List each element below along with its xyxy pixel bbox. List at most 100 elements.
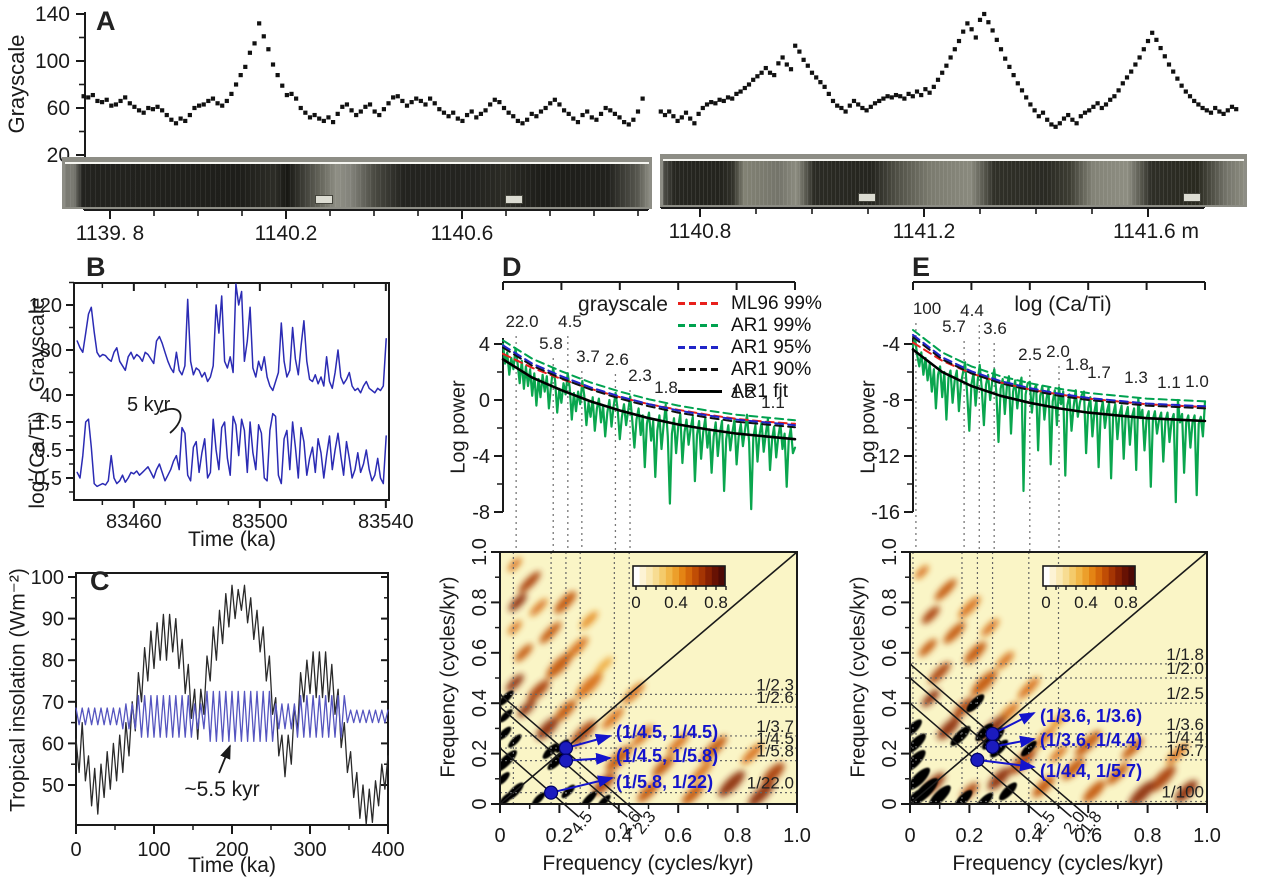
legend-item-label: AR1 99% <box>731 314 812 336</box>
svg-text:1141.6 m: 1141.6 m <box>1113 220 1199 243</box>
legend-solid-line-swatch <box>678 390 722 393</box>
panel-c-letter: C <box>90 566 110 596</box>
panel-d-spectrum-ylabel: Log power <box>447 380 470 474</box>
svg-text:100: 100 <box>913 299 941 318</box>
svg-text:83540: 83540 <box>358 511 414 533</box>
svg-text:1140.6: 1140.6 <box>431 222 494 245</box>
svg-text:80: 80 <box>42 650 64 672</box>
svg-text:0.2: 0.2 <box>469 740 491 768</box>
svg-text:1140.8: 1140.8 <box>669 220 732 243</box>
svg-text:0.2: 0.2 <box>955 825 983 847</box>
svg-text:0.4: 0.4 <box>664 593 688 612</box>
panel-b-ylabel-logcati: log (Ca/Ti) <box>26 411 49 509</box>
svg-text:0: 0 <box>494 825 505 847</box>
svg-text:0.6: 0.6 <box>664 825 692 847</box>
svg-text:(1/3.6, 1/4.4): (1/3.6, 1/4.4) <box>1040 730 1142 750</box>
svg-text:1/5.8: 1/5.8 <box>756 742 794 761</box>
legend-item-label: AR1 fit <box>731 380 789 402</box>
legend-item: AR1 95% <box>678 337 822 358</box>
svg-text:1.0: 1.0 <box>1193 825 1221 847</box>
svg-text:3.6: 3.6 <box>983 319 1007 338</box>
svg-text:4.4: 4.4 <box>960 301 984 320</box>
panel-a-ylabel: Grayscale <box>4 34 29 134</box>
svg-text:1.1: 1.1 <box>1157 373 1181 392</box>
core-photo-section2 <box>660 154 1247 207</box>
chart-spectrum-grayscale: 4 0 -4 -8 4.5 2.62.3 0 0 0.2 0.2 0.4 0.4 0.6 0.6 0.8 0.… <box>469 281 811 847</box>
svg-text:0.8: 0.8 <box>879 588 901 616</box>
core-scale-chip <box>315 195 333 204</box>
legend-item-label: AR1 90% <box>731 358 812 380</box>
svg-text:0: 0 <box>631 593 640 612</box>
svg-text:1/4.5: 1/4.5 <box>756 729 794 748</box>
svg-text:120: 120 <box>29 295 62 317</box>
svg-text:4.5: 4.5 <box>558 312 582 331</box>
svg-text:0.4: 0.4 <box>1015 825 1043 847</box>
panel-e-heatmap-xlabel: Frequency (cycles/kyr) <box>952 852 1164 875</box>
svg-text:5.8: 5.8 <box>539 334 563 353</box>
svg-text:60: 60 <box>42 733 64 755</box>
svg-text:1/22.0: 1/22.0 <box>747 774 794 793</box>
core-scale-chip <box>505 195 523 204</box>
core-photo-face <box>663 159 1244 205</box>
core-lamination-texture <box>65 164 649 207</box>
chart-time-series: 120 80 40 1.5 0.5 -0.5 83460 83500 83540 <box>28 281 414 533</box>
svg-text:4: 4 <box>479 334 490 356</box>
legend-dashed-line-swatch <box>678 368 722 371</box>
panel-d-letter: D <box>502 252 522 282</box>
core-scale-chip <box>858 193 876 202</box>
svg-text:3.7: 3.7 <box>576 347 600 366</box>
svg-text:0.4: 0.4 <box>879 689 901 717</box>
svg-text:1139. 8: 1139. 8 <box>76 222 145 245</box>
panel-d-title: grayscale <box>578 293 668 316</box>
core-lamination-texture <box>663 161 1244 205</box>
svg-text:0.8: 0.8 <box>1114 593 1138 612</box>
svg-text:1.3: 1.3 <box>1124 368 1148 387</box>
svg-text:(1/4.5, 1/4.5): (1/4.5, 1/4.5) <box>616 722 718 742</box>
svg-text:0.6: 0.6 <box>469 639 491 667</box>
svg-text:1140.2: 1140.2 <box>255 222 318 245</box>
panel-d-heatmap-ylabel: Frequency (cycles/kyr) <box>437 576 460 778</box>
legend-dashed-line-swatch <box>678 302 722 305</box>
svg-text:(1/5.8, 1/22): (1/5.8, 1/22) <box>616 772 713 792</box>
svg-text:1.8: 1.8 <box>654 378 678 397</box>
svg-text:-0.5: -0.5 <box>28 468 62 490</box>
svg-text:2.5: 2.5 <box>1018 345 1042 364</box>
svg-text:400: 400 <box>371 839 404 861</box>
svg-text:0: 0 <box>479 390 490 412</box>
svg-text:1/5.7: 1/5.7 <box>1166 741 1204 760</box>
svg-text:1.7: 1.7 <box>1087 363 1111 382</box>
panel-c-xlabel: Time (ka) <box>188 854 276 877</box>
spectrum-legend: ML96 99% AR1 99% AR1 95% AR1 90% AR1 fit <box>678 293 822 402</box>
svg-text:100: 100 <box>35 50 70 73</box>
core-photo-face <box>65 162 649 207</box>
panel-b-letter: B <box>86 252 106 282</box>
svg-text:0.6: 0.6 <box>879 639 901 667</box>
core-photo-section1 <box>62 157 652 209</box>
legend-item: AR1 90% <box>678 359 822 380</box>
svg-text:1/100: 1/100 <box>1161 782 1204 801</box>
svg-text:1.8: 1.8 <box>1065 355 1089 374</box>
svg-text:22.0: 22.0 <box>505 312 538 331</box>
svg-text:1/3.6: 1/3.6 <box>1166 715 1204 734</box>
legend-dashed-line-swatch <box>678 324 722 327</box>
svg-text:1.5: 1.5 <box>34 412 62 434</box>
svg-text:0.8: 0.8 <box>469 588 491 616</box>
svg-text:1/2.3: 1/2.3 <box>756 675 794 694</box>
svg-text:1/2.5: 1/2.5 <box>1166 684 1204 703</box>
panel-a-letter: A <box>96 6 116 36</box>
svg-text:1/1.8: 1/1.8 <box>1166 645 1204 664</box>
panel-b-xlabel: Time (ka) <box>188 528 276 551</box>
svg-text:0: 0 <box>469 798 491 809</box>
svg-text:40: 40 <box>40 385 62 407</box>
legend-item-label: AR1 95% <box>731 336 812 358</box>
svg-text:0: 0 <box>879 798 901 809</box>
svg-text:-4: -4 <box>882 334 900 356</box>
svg-text:0.8: 0.8 <box>724 825 752 847</box>
svg-text:-8: -8 <box>472 502 490 524</box>
svg-text:1141.2: 1141.2 <box>893 220 956 243</box>
svg-text:70: 70 <box>42 692 64 714</box>
svg-text:83500: 83500 <box>232 511 288 533</box>
svg-text:(1/4.5, 1/5.8): (1/4.5, 1/5.8) <box>616 746 718 766</box>
svg-text:1/4.4: 1/4.4 <box>1166 728 1204 747</box>
